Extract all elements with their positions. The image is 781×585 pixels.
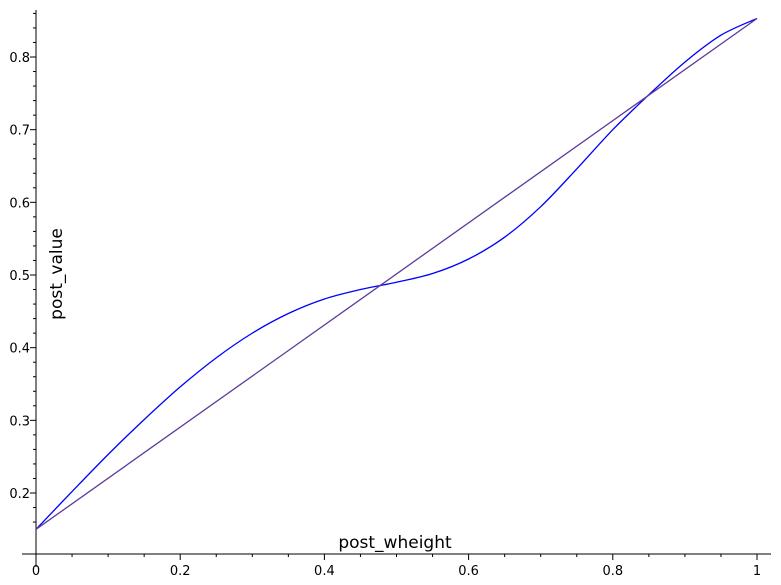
x-tick-label: 1 — [753, 564, 761, 579]
straight-series-line — [35, 17, 758, 530]
x-tick-label: 0.6 — [458, 564, 479, 579]
x-tick-label: 0 — [32, 564, 40, 579]
x-tick-label: 0.2 — [170, 564, 191, 579]
y-tick-label: 0.6 — [9, 196, 30, 211]
y-tick-label: 0.3 — [9, 414, 30, 429]
ticks: 0 0.2 0.4 0.6 0.8 1 0.2 0.3 0.4 0.5 0.6 0.7 0.8 — [9, 12, 761, 579]
x-axis-label: post_wheight — [338, 533, 452, 553]
y-tick-label: 0.2 — [9, 487, 30, 502]
curve-series-line — [35, 17, 758, 530]
series — [35, 17, 758, 530]
y-axis-label: post_value — [47, 228, 67, 320]
y-tick-label: 0.4 — [9, 342, 30, 357]
y-tick-label: 0.8 — [9, 51, 30, 66]
y-tick-label: 0.5 — [9, 269, 30, 284]
x-tick-label: 0.4 — [314, 564, 335, 579]
x-tick-label: 0.8 — [602, 564, 623, 579]
y-tick-label: 0.7 — [9, 124, 30, 139]
axes — [22, 10, 771, 567]
